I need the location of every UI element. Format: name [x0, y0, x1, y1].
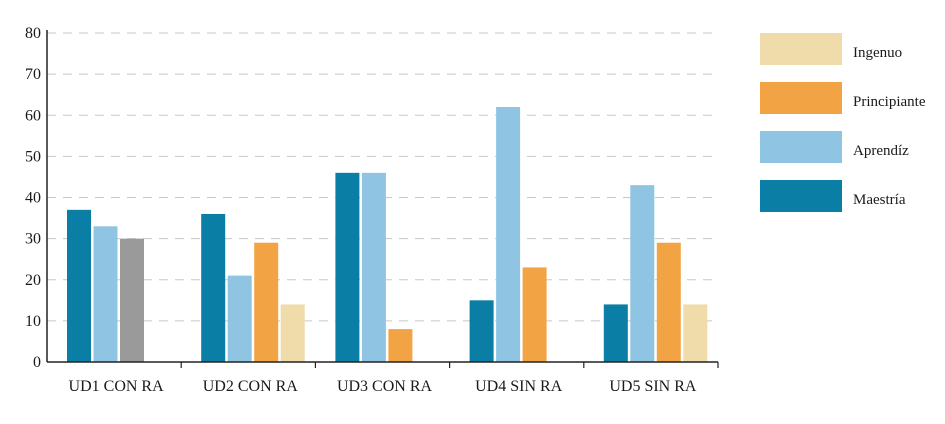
category-label: UD2 CON RA [203, 378, 299, 395]
y-tick-label: 80 [25, 25, 41, 42]
bar [683, 304, 708, 362]
bar [227, 275, 252, 362]
legend-label: Ingenuo [853, 45, 902, 61]
legend-label: Principiante [853, 94, 926, 110]
bar [496, 107, 521, 363]
bar [67, 209, 91, 362]
bar [603, 304, 628, 362]
y-tick-label: 70 [25, 66, 41, 83]
category-label: UD4 SIN RA [475, 378, 563, 395]
legend-swatch [760, 180, 842, 212]
legend-swatch [760, 131, 842, 163]
legend-label: Maestría [853, 192, 906, 208]
bar [120, 238, 144, 362]
y-tick-label: 20 [25, 272, 41, 289]
y-tick-label: 30 [25, 231, 41, 248]
y-tick-label: 50 [25, 148, 41, 165]
bar [201, 213, 226, 362]
category-label: UD1 CON RA [69, 378, 165, 395]
axes: 0 10 20 30 40 50 60 70 80 UD1 CON RA UD2 CON RA UD3… [25, 25, 719, 395]
bar [630, 185, 655, 362]
bar [280, 304, 305, 362]
bars [67, 107, 708, 363]
bar [522, 267, 547, 362]
legend: Ingenuo Principiante Aprendíz Maestría [760, 33, 926, 212]
bar [656, 242, 681, 362]
bar [469, 300, 494, 362]
category-label: UD3 CON RA [337, 378, 433, 395]
bar [388, 329, 413, 362]
y-tick-label: 60 [25, 107, 41, 124]
legend-label: Aprendíz [853, 143, 909, 159]
bar [361, 172, 386, 362]
category-label: UD5 SIN RA [609, 378, 697, 395]
bar [335, 172, 360, 362]
y-tick-label: 10 [25, 313, 41, 330]
y-tick-label: 0 [33, 354, 41, 371]
bar [93, 226, 118, 362]
legend-swatch [760, 82, 842, 114]
y-tick-label: 40 [25, 190, 41, 207]
bar [254, 242, 279, 362]
legend-swatch [760, 33, 842, 65]
